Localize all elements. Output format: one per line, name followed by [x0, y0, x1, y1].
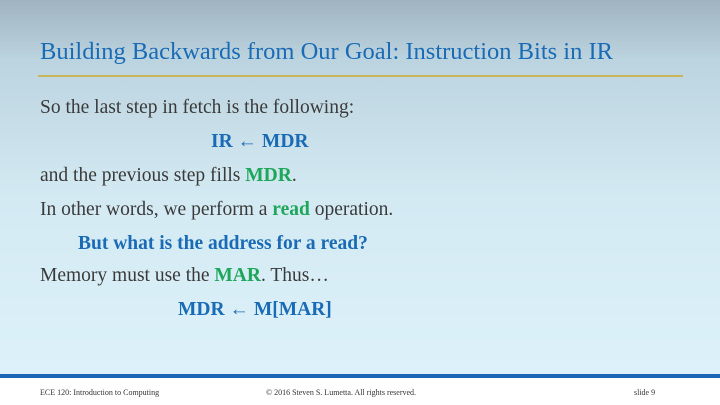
mdr-highlight: MDR — [245, 165, 292, 186]
address-question: But what is the address for a read? — [78, 233, 368, 254]
text-line-3: and the previous step fills MDR. — [40, 165, 297, 187]
text-line-3-a: and the previous step fills — [40, 165, 246, 186]
footer-background — [0, 378, 720, 405]
text-line-4-c: operation. — [309, 199, 394, 220]
text-line-3-c: . — [291, 165, 297, 186]
slide-title: Building Backwards from Our Goal: Instru… — [40, 38, 613, 65]
text-line-6: Memory must use the MAR. Thus… — [40, 265, 329, 287]
mar-highlight: MAR — [214, 265, 261, 286]
footer-bar — [0, 374, 720, 378]
text-line-1: So the last step in fetch is the followi… — [40, 97, 355, 118]
footer-slide-number: slide 9 — [634, 388, 656, 397]
text-line-4: In other words, we perform a read operat… — [40, 199, 393, 221]
footer-course: ECE 120: Introduction to Computing — [40, 388, 160, 397]
text-line-6-c: . Thus… — [260, 265, 329, 286]
ir-mdr-statement: IR ← MDR — [211, 131, 309, 152]
title-divider — [38, 75, 683, 77]
text-line-4-a: In other words, we perform a — [40, 199, 273, 220]
mdr-memory-statement: MDR ← M[MAR] — [178, 299, 332, 320]
text-line-6-a: Memory must use the — [40, 265, 215, 286]
footer-copyright: © 2016 Steven S. Lumetta. All rights res… — [266, 388, 417, 397]
read-highlight: read — [272, 199, 310, 220]
